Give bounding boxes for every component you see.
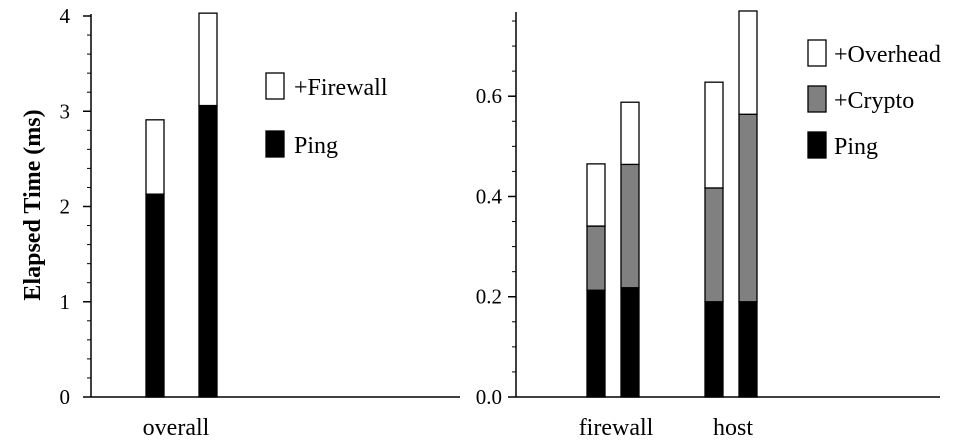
legend-label: +Firewall (294, 75, 388, 101)
bar-segment-ping (738, 301, 758, 398)
y-tick-label: 0.4 (476, 184, 503, 208)
y-tick-label: 0.6 (476, 84, 502, 108)
x-category-label: overall (143, 415, 210, 441)
legend-swatch-crypto (807, 85, 827, 113)
bar-segment-overhead (620, 101, 640, 166)
bar-segment-ping (198, 104, 218, 398)
y-tick-label: 2 (60, 195, 71, 219)
y-tick-label: 0.0 (476, 385, 502, 409)
y-axis-label: Elapsed Time (ms) (20, 109, 46, 300)
bar-segment-firewall (145, 119, 165, 195)
x-category-label: firewall (579, 415, 654, 441)
bar-segment-overhead (586, 163, 606, 227)
legend-label: +Overhead (834, 42, 941, 68)
y-tick-label: 0.2 (476, 285, 502, 309)
legend-swatch-ping (807, 131, 827, 159)
legend-swatch-firewall (265, 72, 285, 100)
x-category-label: host (713, 415, 753, 441)
legend-swatch-ping (265, 130, 285, 158)
bar-segment-ping (145, 193, 165, 398)
chart-panel-overall: 0 1 2 3 4 overall +Firewall Ping (60, 4, 460, 441)
legend-swatch-overhead (807, 39, 827, 67)
y-tick-label: 0 (60, 385, 71, 409)
bar-segment-overhead (738, 10, 758, 115)
legend-label: +Crypto (834, 88, 914, 114)
bar-segment-overhead (704, 81, 724, 189)
bar-segment-ping (704, 301, 724, 398)
bar-segment-crypto (738, 113, 758, 303)
bar-segment-firewall (198, 12, 218, 107)
y-tick-label: 3 (60, 99, 71, 123)
y-tick-label: 1 (60, 290, 71, 314)
bar-segment-crypto (620, 163, 640, 289)
y-tick-label: 4 (60, 4, 71, 28)
legend-label: Ping (834, 134, 878, 160)
bar-segment-crypto (586, 225, 606, 291)
bar-segment-ping (620, 287, 640, 398)
bar-segment-ping (586, 289, 606, 398)
chart-panel-breakdown: 0.0 0.2 0.4 0.6 firewall host +Overhead +Crypto… (476, 10, 941, 441)
bar-segment-crypto (704, 187, 724, 303)
legend-label: Ping (294, 133, 338, 159)
